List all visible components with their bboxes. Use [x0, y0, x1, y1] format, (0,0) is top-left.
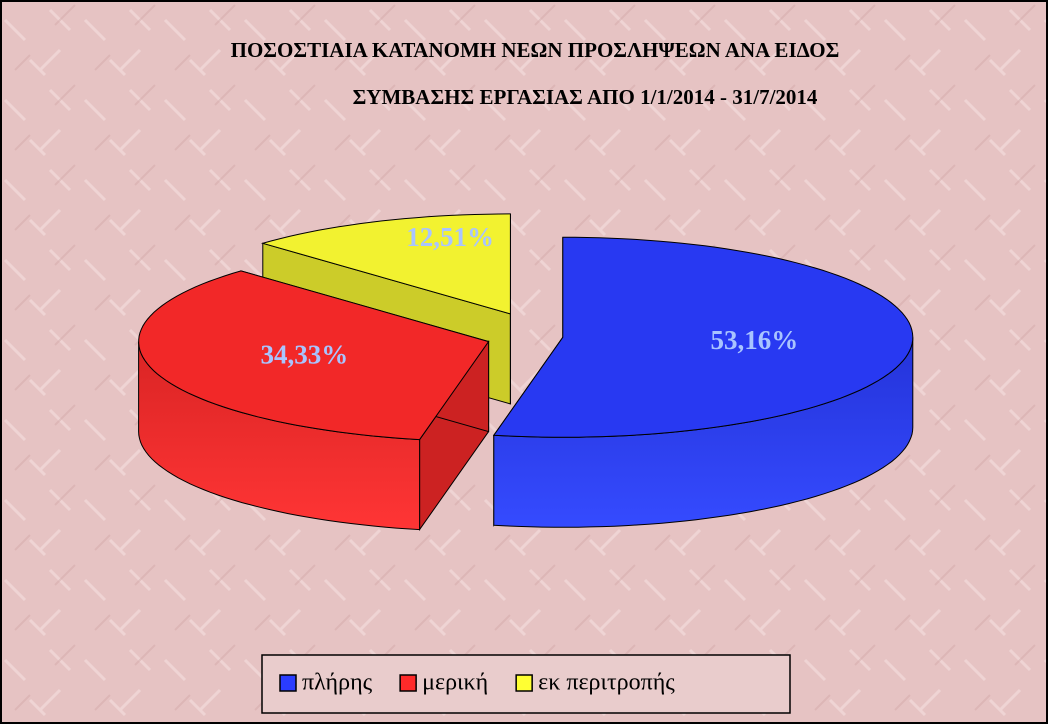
slice-top: [492, 236, 914, 438]
legend-swatch: [515, 674, 533, 692]
legend-swatch: [399, 674, 417, 692]
data-label: 53,16%: [710, 325, 798, 355]
data-label: 34,33%: [260, 340, 348, 370]
legend-label: εκ περιτροπής: [538, 670, 675, 696]
chart-title: ΠΟΣΟΣΤΙΑΙΑ ΚΑΤΑΝΟΜΗ ΝΕΩΝ ΠΡΟΣΛΗΨΕΩΝ ΑΝΑ …: [231, 38, 840, 62]
legend-swatch: [279, 674, 297, 692]
legend-label: πλήρης: [302, 670, 373, 696]
data-label: 12,51%: [406, 222, 494, 252]
chart-title: ΣΥΜΒΑΣΗΣ ΕΡΓΑΣΙΑΣ ΑΠΟ 1/1/2014 - 31/7/20…: [353, 85, 818, 109]
slice-top: [138, 270, 490, 441]
slice-top: [260, 213, 511, 315]
legend-label: μερική: [422, 670, 488, 696]
